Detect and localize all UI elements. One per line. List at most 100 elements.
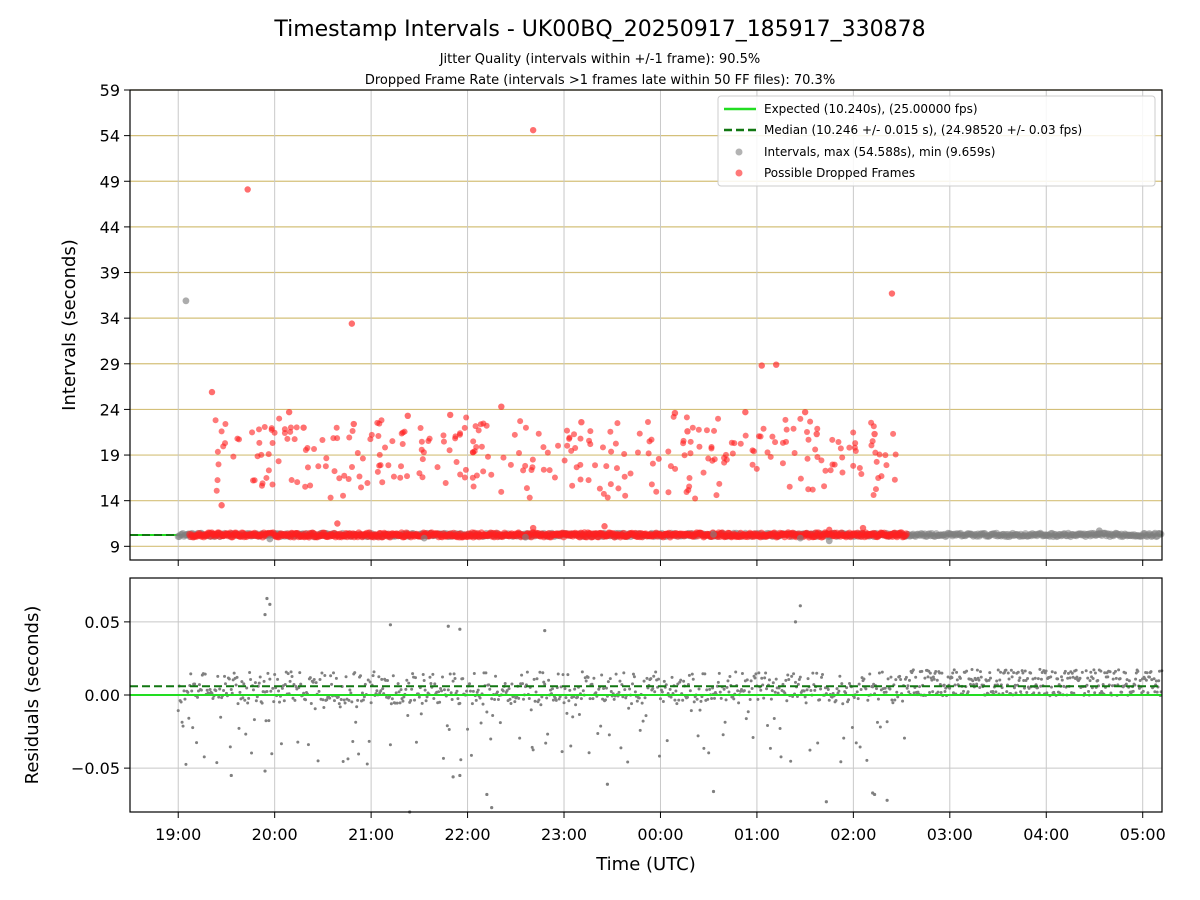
residual-point (193, 682, 197, 686)
bottom-xtick-label: 02:00 (830, 825, 876, 844)
residual-point (978, 670, 982, 674)
residual-point (395, 701, 399, 705)
residual-point (339, 698, 343, 702)
residual-point (247, 696, 251, 700)
residual-point (453, 676, 457, 680)
residual-point (699, 699, 703, 703)
residual-point (292, 682, 296, 686)
residual-point (865, 758, 869, 762)
residual-point (546, 732, 550, 736)
residual-point (936, 690, 940, 694)
residual-point (1152, 677, 1156, 681)
residual-point (935, 678, 939, 682)
residual-point (802, 689, 806, 693)
residual-point (942, 683, 946, 687)
residual-point (618, 679, 622, 683)
residual-point (1037, 691, 1041, 695)
residual-point (544, 741, 548, 745)
dropped-frame-point (249, 477, 256, 484)
residual-point (1125, 678, 1129, 682)
residual-point (630, 682, 634, 686)
residual-point (320, 671, 324, 675)
residual-point (757, 671, 761, 675)
residual-point (670, 675, 674, 679)
residual-point (784, 678, 788, 682)
bottom-xtick-label: 22:00 (445, 825, 491, 844)
residual-point (974, 678, 978, 682)
residual-point (296, 740, 300, 744)
residual-point (183, 697, 187, 701)
residual-point (474, 698, 478, 702)
residual-point (458, 773, 462, 778)
dropped-frame-point (261, 424, 268, 431)
dropped-frame-point (442, 480, 449, 487)
residual-point (391, 674, 395, 678)
residual-point (203, 672, 207, 676)
dropped-frame-point (742, 432, 749, 439)
residual-point (811, 671, 815, 675)
residual-point (398, 701, 402, 705)
residual-point (809, 689, 813, 693)
residual-point (938, 671, 942, 675)
residual-point (773, 690, 777, 694)
residual-point (789, 759, 793, 763)
residual-point (630, 702, 634, 706)
dropped-frame-point (613, 465, 620, 472)
dropped-frame-point (540, 444, 547, 451)
residual-point (901, 699, 905, 703)
residual-point (837, 689, 841, 693)
residual-point (938, 682, 942, 686)
residual-point (797, 678, 801, 682)
residual-point (1020, 669, 1024, 673)
residual-point (538, 670, 542, 674)
residual-point (859, 687, 863, 691)
dropped-frame-point (829, 436, 836, 443)
residual-point (970, 668, 974, 672)
dropped-frame-point (797, 415, 804, 422)
dropped-frame-point (709, 457, 716, 464)
dropped-frame-point (470, 449, 477, 456)
residual-point (199, 688, 203, 692)
residual-point (414, 740, 418, 744)
dropped-frame-point (731, 440, 738, 447)
residual-point (411, 672, 415, 676)
residual-point (966, 690, 970, 694)
residual-point (988, 671, 992, 675)
residual-point (890, 698, 894, 702)
residual-point (769, 697, 773, 701)
dropped-frame-point (655, 455, 662, 462)
residual-point (586, 675, 590, 679)
residual-point (448, 672, 452, 676)
dropped-frame-point (440, 432, 447, 439)
residual-point (465, 689, 469, 693)
dropped-frame-point (837, 445, 844, 452)
top-ytick-label: 34 (100, 309, 120, 328)
residual-point (737, 701, 741, 705)
residual-point (816, 741, 820, 745)
residual-point (456, 697, 460, 701)
dropped-frame-point (526, 494, 533, 501)
dropped-frame-point (621, 451, 628, 458)
residual-point (985, 679, 989, 683)
residual-point (1038, 667, 1042, 671)
dropped-frame-point (572, 445, 579, 452)
residual-point (876, 697, 880, 701)
residual-point (553, 696, 557, 700)
residual-point (417, 695, 421, 699)
dropped-frame-point (399, 441, 406, 448)
dropped-frame-point (398, 463, 405, 470)
dropped-frame-point (398, 430, 405, 437)
residual-point (756, 697, 760, 701)
residual-point (902, 736, 906, 740)
residual-point (622, 671, 626, 675)
residual-point (948, 686, 952, 690)
dropped-frame-point (868, 442, 875, 449)
dropped-frame-point (805, 436, 812, 443)
residual-point (710, 697, 714, 701)
dropped-frame-point (612, 440, 619, 447)
legend-dropped-swatch (735, 169, 743, 177)
dropped-frame-point (872, 449, 879, 456)
residual-point (1070, 671, 1074, 675)
dropped-frame-point (249, 429, 256, 436)
residual-point (688, 689, 692, 693)
